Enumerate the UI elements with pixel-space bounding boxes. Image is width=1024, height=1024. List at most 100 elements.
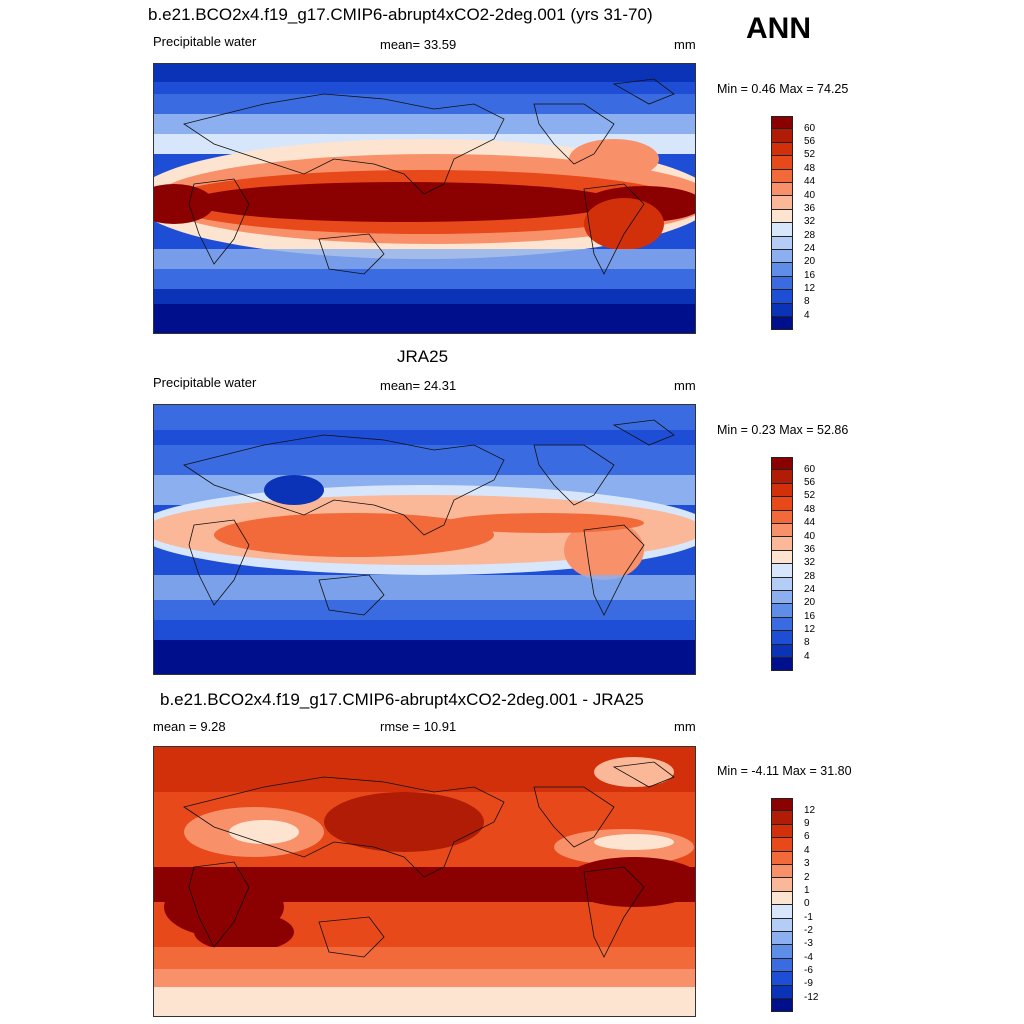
colorbar-tick-label: 16 [804,611,816,622]
colorbar-box [771,457,793,471]
colorbar-box [771,183,793,197]
colorbar-box [771,918,793,932]
colorbar-tick-label: 36 [804,544,816,555]
colorbar-box [771,798,793,812]
colorbar-box [771,524,793,538]
colorbar-tick-label: 32 [804,216,816,227]
colorbar-tick-label: 32 [804,557,816,568]
colorbar-box [771,550,793,565]
panel-2-field [154,405,695,674]
colorbar-tick-label: 52 [804,149,816,160]
colorbar-tick-label: 6 [804,831,810,842]
colorbar-box [771,851,793,865]
panel-1-map [153,63,696,334]
colorbar-tick-label: 44 [804,176,816,187]
colorbar-tick-label: -9 [804,978,813,989]
panel-2-map [153,404,696,675]
colorbar-box [771,932,793,946]
colorbar-tick-label: 4 [804,310,810,321]
colorbar-box [771,276,793,291]
colorbar-tick-label: 20 [804,597,816,608]
colorbar-tick-label: 3 [804,858,810,869]
colorbar-box [771,658,793,672]
colorbar-tick-label: 40 [804,531,816,542]
panel-3-field [154,747,695,1016]
panel-2-title: JRA25 [397,347,449,366]
colorbar-box [771,865,793,879]
colorbar-box [771,510,793,524]
colorbar-tick-label: 16 [804,270,816,281]
colorbar-box [771,824,793,839]
colorbar-box [771,617,793,632]
colorbar-tick-label: 8 [804,637,810,648]
colorbar-tick-label: 20 [804,256,816,267]
colorbar-tick-label: 52 [804,490,816,501]
panel-1-title: b.e21.BCO2x4.f19_g17.CMIP6-abrupt4xCO2-2… [148,5,653,24]
panel-1-variable: Precipitable water [153,34,257,49]
colorbar-tick-label: 56 [804,136,816,147]
colorbar-box [771,196,793,210]
colorbar-tick-label: 24 [804,243,816,254]
colorbar-tick-label: 44 [804,517,816,528]
panel-1-field [154,64,695,333]
colorbar-tick-label: 4 [804,651,810,662]
panel-3-mean: mean = 9.28 [153,719,226,734]
colorbar-box [771,537,793,551]
colorbar-box [771,644,793,658]
colorbar-box [771,236,793,250]
colorbar-tick-label: 60 [804,464,816,475]
colorbar-box [771,577,793,591]
colorbar-tick-label: 24 [804,584,816,595]
colorbar-tick-label: 8 [804,296,810,307]
colorbar-tick-label: -3 [804,938,813,949]
panel-3-title: b.e21.BCO2x4.f19_g17.CMIP6-abrupt4xCO2-2… [160,690,644,709]
colorbar-box [771,129,793,143]
colorbar-box [771,156,793,170]
colorbar-tick-label: 28 [804,230,816,241]
colorbar-tick-label: -12 [804,992,819,1003]
colorbar-box [771,303,793,317]
season-label: ANN [746,12,811,45]
panel-2-mean: mean= 24.31 [380,378,457,393]
colorbar-tick-label: -4 [804,952,813,963]
colorbar-box [771,972,793,986]
panel-1-units: mm [674,37,696,52]
panel-1-mean: mean= 33.59 [380,37,457,52]
colorbar-box [771,604,793,618]
colorbar-tick-label: 1 [804,885,810,896]
colorbar-tick-label: 2 [804,872,810,883]
colorbar-tick-label: 36 [804,203,816,214]
colorbar-box [771,223,793,237]
colorbar-box [771,591,793,605]
colorbar-tick-label: -2 [804,925,813,936]
colorbar-box [771,290,793,304]
colorbar-box [771,116,793,130]
colorbar-box [771,250,793,264]
colorbar-tick-label: 48 [804,163,816,174]
colorbar-box [771,891,793,906]
colorbar-tick-label: 40 [804,190,816,201]
colorbar-tick-label: 12 [804,624,816,635]
colorbar-tick-label: 60 [804,123,816,134]
colorbar-box [771,497,793,511]
colorbar-tick-label: 48 [804,504,816,515]
colorbar-box [771,958,793,973]
colorbar-box [771,470,793,484]
colorbar-box [771,905,793,919]
colorbar-box [771,209,793,224]
colorbar-box [771,811,793,825]
colorbar-box [771,631,793,645]
colorbar-box [771,317,793,331]
colorbar-tick-label: 0 [804,898,810,909]
colorbar-tick-label: 9 [804,818,810,829]
panel-2-units: mm [674,378,696,393]
panel-1-minmax: Min = 0.46 Max = 74.25 [717,82,849,96]
colorbar-box [771,483,793,498]
panel-2-minmax: Min = 0.23 Max = 52.86 [717,423,849,437]
colorbar-box [771,945,793,959]
colorbar-tick-label: 12 [804,805,816,816]
colorbar-tick-label: 28 [804,571,816,582]
colorbar-tick-label: -6 [804,965,813,976]
colorbar-box [771,564,793,578]
panel-2-variable: Precipitable water [153,375,257,390]
